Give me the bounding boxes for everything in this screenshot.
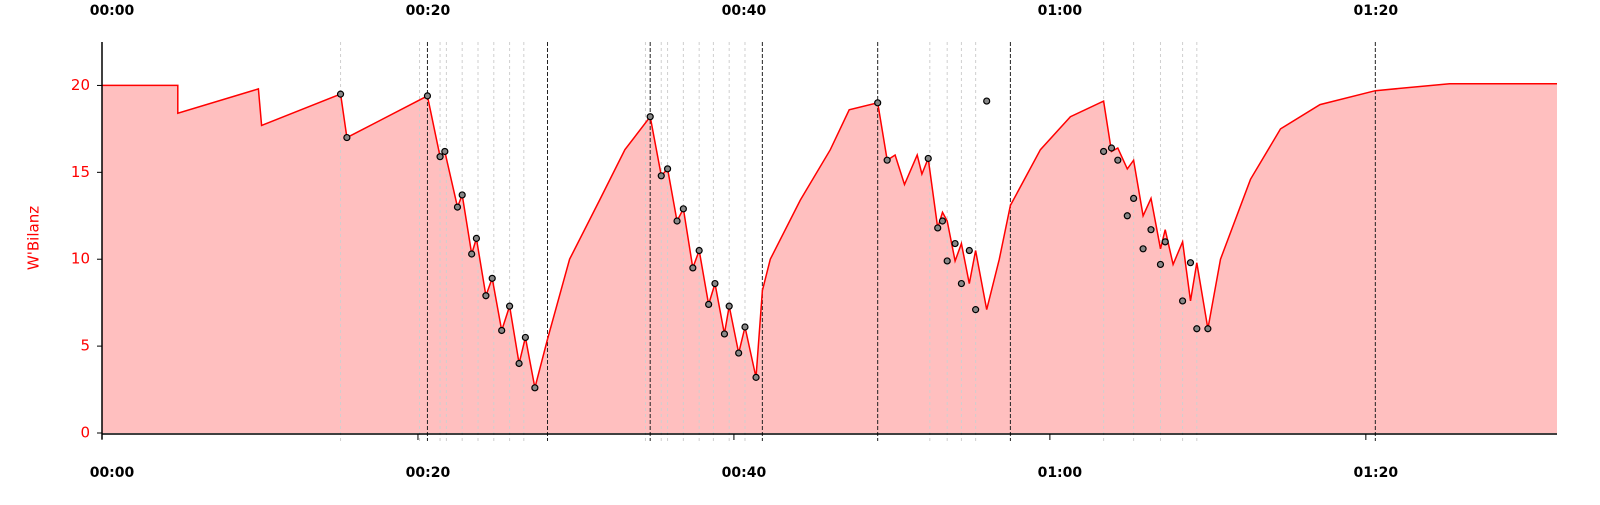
- marker: [436, 153, 444, 161]
- y-tick-label: 0: [80, 424, 90, 442]
- marker: [943, 257, 951, 265]
- marker: [657, 172, 665, 180]
- marker: [741, 323, 749, 331]
- marker: [423, 92, 432, 100]
- marker: [531, 384, 539, 392]
- marker: [1161, 238, 1169, 246]
- marker: [725, 302, 733, 310]
- marker: [972, 306, 980, 314]
- marker: [468, 250, 476, 258]
- marker: [679, 205, 687, 213]
- marker: [488, 274, 496, 282]
- marker: [482, 292, 490, 300]
- marker: [1130, 194, 1138, 202]
- x-tick-label-top: 00:40: [722, 3, 767, 19]
- marker: [453, 203, 462, 211]
- area-fill: [102, 83, 1557, 433]
- marker: [705, 300, 713, 309]
- marker: [957, 279, 966, 288]
- marker: [336, 90, 345, 98]
- x-tick-label: 01:20: [1354, 465, 1399, 481]
- marker: [689, 264, 697, 272]
- x-tick-label-top: 01:20: [1354, 3, 1399, 19]
- marker: [924, 154, 932, 163]
- marker: [498, 326, 506, 335]
- marker: [883, 156, 891, 164]
- marker: [441, 147, 449, 156]
- marker: [505, 302, 514, 310]
- x-tick-label: 00:00: [90, 465, 135, 481]
- marker: [1193, 325, 1201, 333]
- marker: [1147, 226, 1155, 234]
- marker: [720, 330, 729, 338]
- x-tick-label-top: 00:20: [406, 3, 451, 19]
- x-tick-label: 00:20: [406, 465, 451, 481]
- marker: [874, 99, 882, 107]
- marker: [983, 97, 991, 105]
- marker: [965, 246, 973, 255]
- x-tick-label-top: 00:00: [90, 3, 135, 19]
- x-tick-label-top: 01:00: [1038, 3, 1083, 19]
- marker: [1107, 144, 1116, 152]
- marker: [1156, 260, 1165, 269]
- line: [102, 82, 1557, 388]
- x-tick-label: 00:40: [722, 465, 767, 481]
- marker: [934, 224, 942, 232]
- marker: [695, 246, 703, 255]
- marker: [938, 217, 947, 225]
- marker: [1186, 259, 1195, 267]
- marker: [1139, 245, 1147, 253]
- marker: [711, 279, 719, 288]
- y-axis-label: W'Bilanz: [25, 206, 43, 270]
- marker: [472, 234, 481, 242]
- marker: [521, 333, 529, 342]
- marker: [458, 191, 466, 199]
- marker: [951, 239, 959, 248]
- marker: [343, 133, 351, 142]
- marker: [752, 373, 760, 381]
- marker: [1204, 325, 1212, 333]
- x-tick-label: 01:00: [1038, 465, 1083, 481]
- marker: [1099, 147, 1108, 156]
- marker: [663, 165, 672, 173]
- marker: [673, 217, 681, 225]
- marker: [1178, 297, 1187, 305]
- marker: [646, 113, 654, 121]
- y-tick-label: 10: [71, 250, 90, 268]
- marker: [1123, 212, 1131, 220]
- y-tick-label: 5: [80, 337, 90, 355]
- marker: [1114, 156, 1122, 164]
- y-tick-label: 20: [71, 76, 90, 94]
- marker: [515, 359, 523, 368]
- y-tick-label: 15: [71, 163, 90, 181]
- marker: [735, 349, 743, 357]
